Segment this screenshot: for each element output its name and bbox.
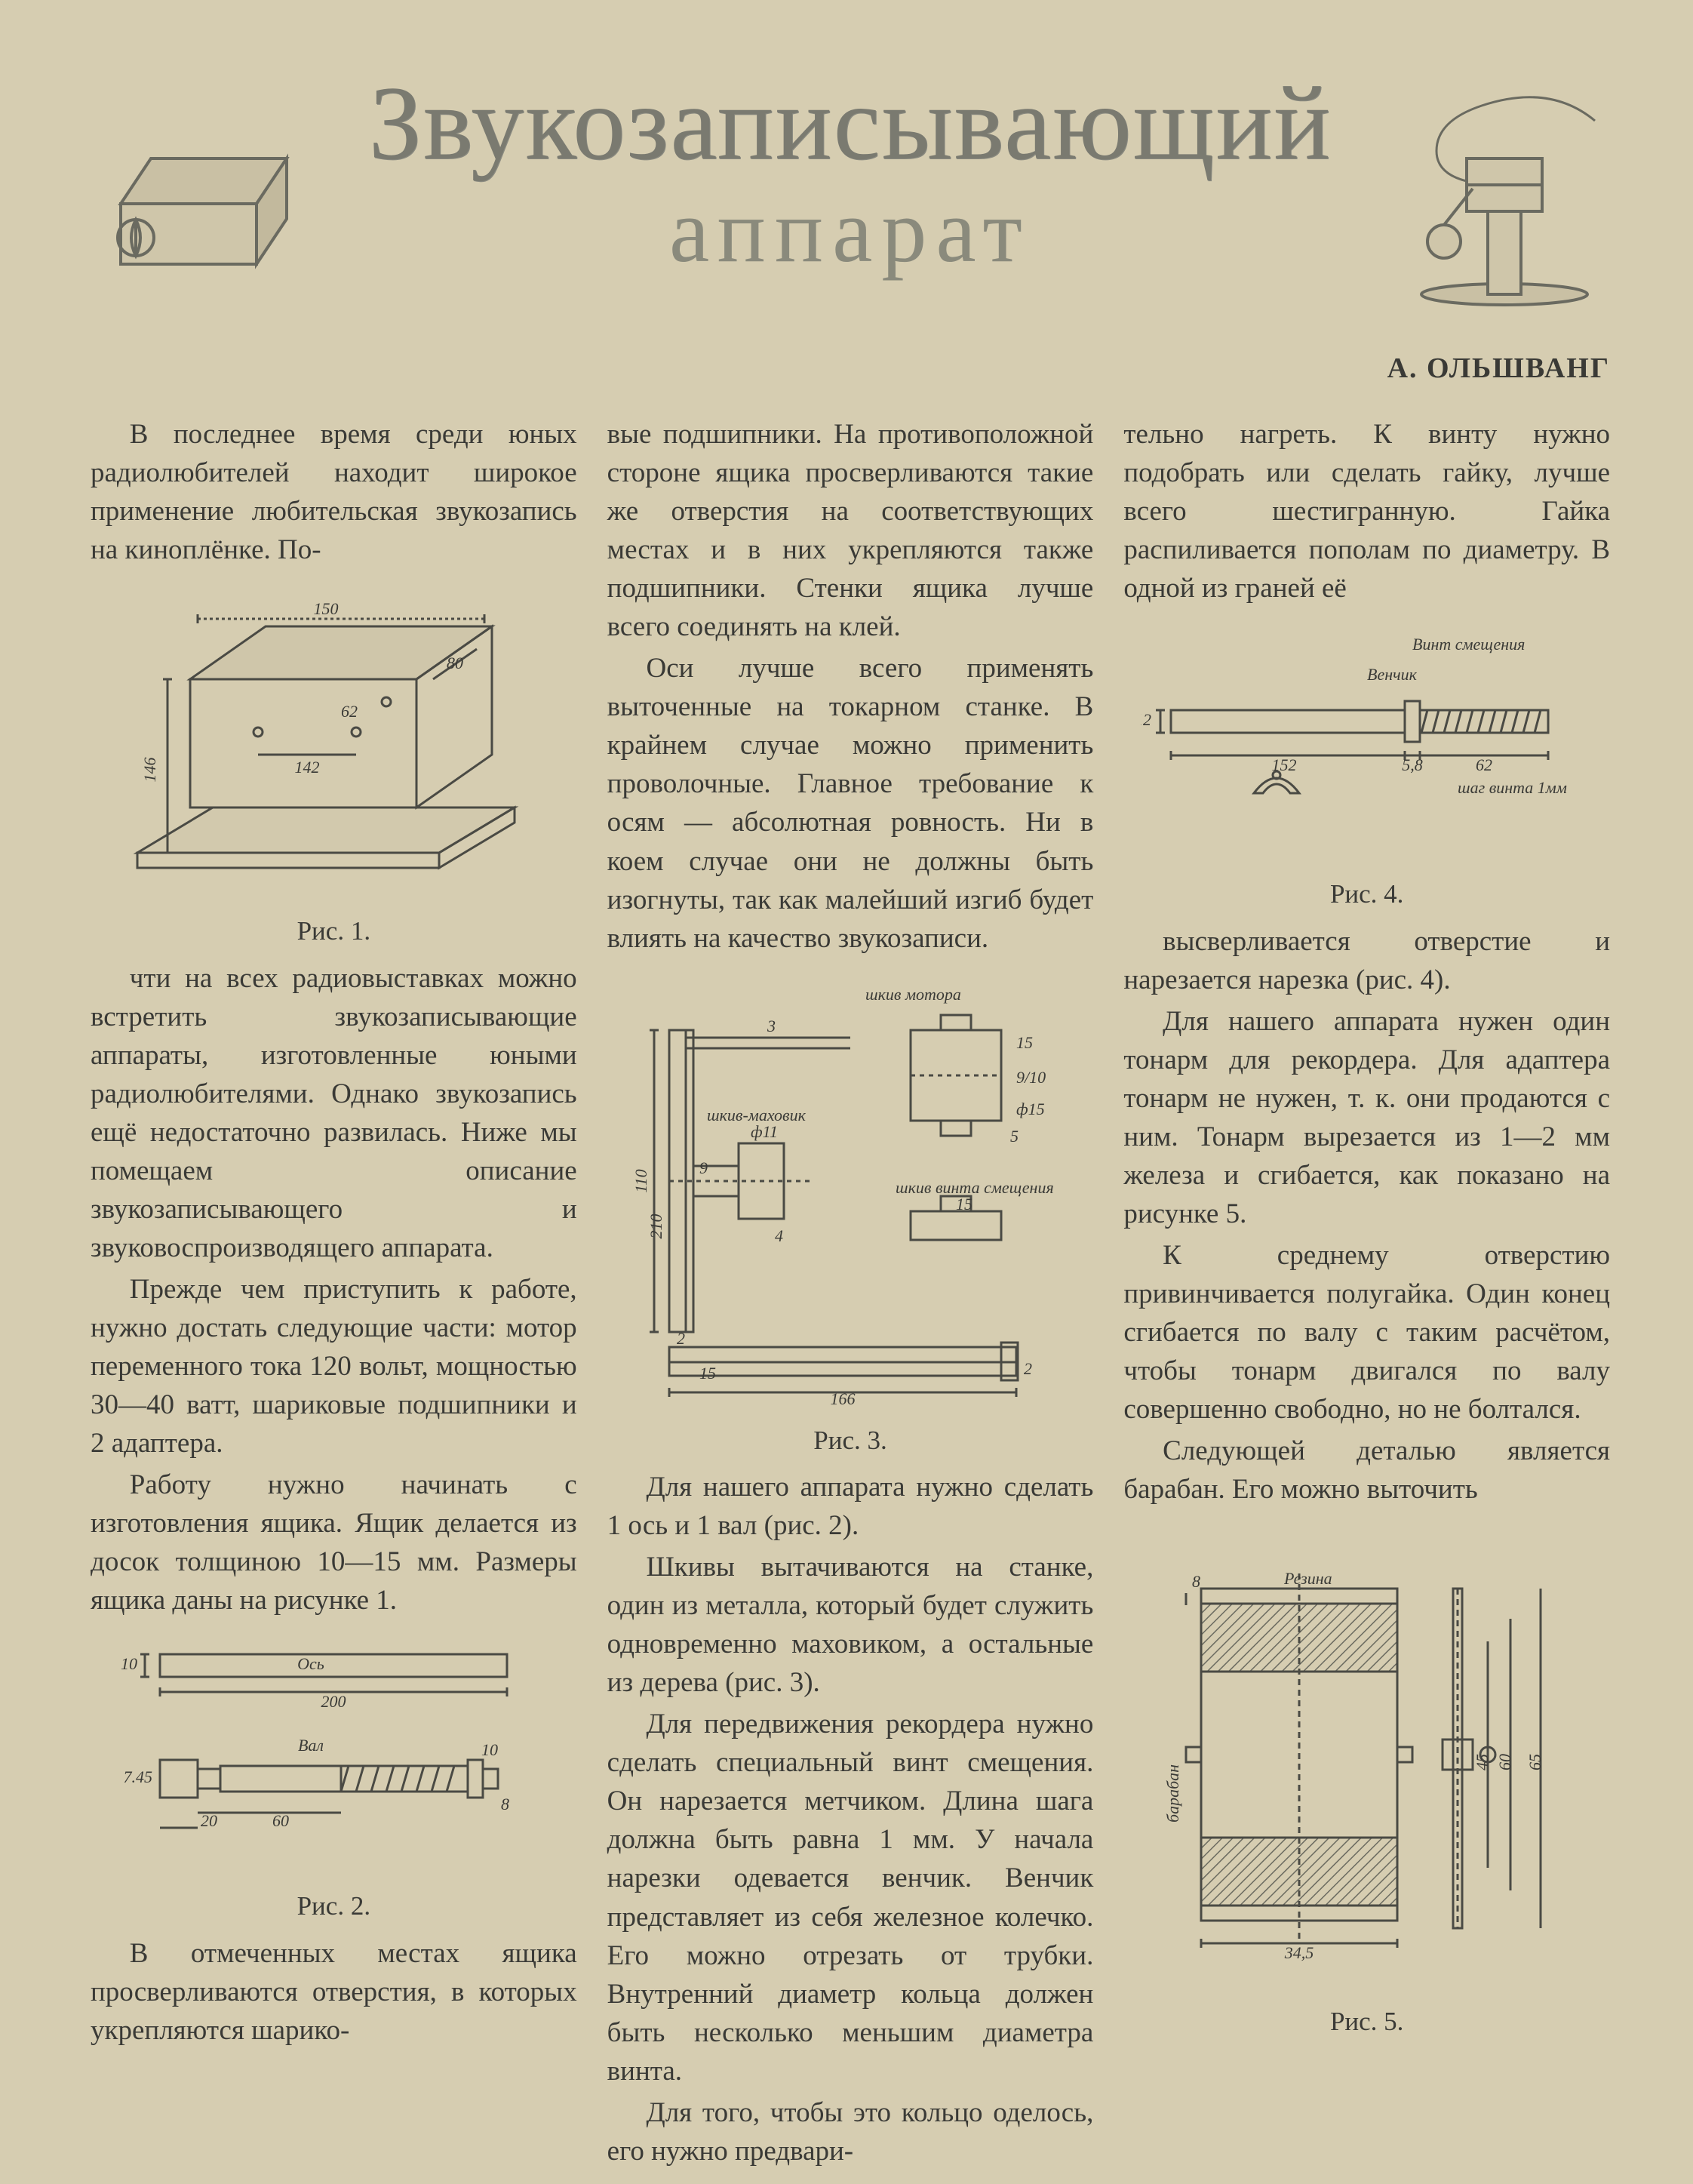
page: Звукозаписывающий аппарат А. ОЛЬШВАНГ В …: [0, 0, 1693, 2184]
figure-3: шкив мотора шкив-маховик шкив винта смещ…: [607, 970, 1094, 1459]
fig4-c: 62: [1476, 755, 1492, 774]
c1-p5: В отмеченных местах ящика просверливаютс…: [91, 1934, 577, 2050]
fig3-n2: 2: [677, 1329, 685, 1348]
fig3-svg: шкив мотора шкив-маховик шкив винта смещ…: [624, 970, 1077, 1407]
fig2-axis-dia: 10: [121, 1654, 137, 1673]
column-2: вые подшипники. На противоположной сторо…: [607, 415, 1094, 2151]
fig5-h60: 60: [1495, 1754, 1514, 1770]
fig1-dim-62: 62: [341, 702, 358, 721]
figure-5: Резина барабан 34,5 8 45 60 65 Рис. 5.: [1123, 1521, 1610, 2040]
c1-p4: Работу нужно начинать с изготовления ящи…: [91, 1466, 577, 1620]
fig5-h65: 65: [1526, 1754, 1544, 1770]
fig5-caption: Рис. 5.: [1123, 2004, 1610, 2040]
fig4-b: 5,8: [1402, 755, 1423, 774]
fig2-d: 10: [481, 1740, 498, 1759]
c3-p3: Для нашего аппарата нужен один тонарм дл…: [1123, 1002, 1610, 1233]
fig4-venchik: Венчик: [1367, 665, 1418, 684]
c2-p5: Для передвижения рекордера нужно сделать…: [607, 1705, 1094, 2090]
c3-p1: тельно нагреть. К винту нужно подобрать …: [1123, 415, 1610, 608]
fig3-166: 166: [831, 1389, 856, 1407]
c1-p2: чти на всех радиовыставках можно встрети…: [91, 959, 577, 1267]
fig2-e: 8: [501, 1795, 509, 1813]
fig1-dim-80: 80: [447, 654, 463, 672]
fig2-b: 60: [272, 1811, 289, 1830]
fig5-t: 8: [1192, 1572, 1200, 1591]
header-illustration-left: [91, 68, 332, 298]
fig3-d815: ф15: [1016, 1100, 1045, 1118]
fig5-svg: Резина барабан 34,5 8 45 60 65: [1133, 1521, 1601, 1989]
fig4-title: Винт смещения: [1412, 635, 1525, 654]
fig4-d12: ф12: [1141, 710, 1151, 729]
c1-p3: Прежде чем приступить к работе, нужно до…: [91, 1270, 577, 1463]
fig3-screw: шкив винта смещения: [896, 1178, 1054, 1197]
fig3-caption: Рис. 3.: [607, 1423, 1094, 1459]
fig1-dim-142: 142: [295, 758, 320, 777]
fig2-svg: Ось 10 200 Вал 20 60 7.45 10 8: [115, 1632, 552, 1873]
fig5-w: 34,5: [1283, 1943, 1314, 1962]
fig2-axis-label: Ось: [297, 1654, 324, 1673]
header-illustration-right: [1399, 68, 1610, 313]
fig3-n3: 3: [767, 1017, 776, 1035]
c2-p1: вые подшипники. На противоположной сторо…: [607, 415, 1094, 646]
fig1-dim-146: 146: [140, 758, 159, 783]
c3-p5: Следующей деталью является барабан. Его …: [1123, 1432, 1610, 1509]
fig5-baraban: барабан: [1163, 1764, 1182, 1823]
fig2-axis-len: 200: [321, 1692, 346, 1711]
c2-p6: Для того, чтобы это кольцо оделось, его …: [607, 2093, 1094, 2170]
column-1: В последнее время среди юных радиолюбите…: [91, 415, 577, 2151]
fig3-motor: шкив мотора: [865, 985, 961, 1004]
fig4-note: шаг винта 1мм: [1458, 778, 1567, 797]
figure-4: Винт смещения Венчик ф12 152 5,8 62 шаг …: [1123, 620, 1610, 912]
fig3-d50: 5: [1010, 1127, 1019, 1146]
figure-2: Ось 10 200 Вал 20 60 7.45 10 8 Рис. 2.: [91, 1632, 577, 1924]
c3-p4: К среднему отверстию привинчивается полу…: [1123, 1236, 1610, 1429]
fig5-h45: 45: [1473, 1754, 1492, 1770]
fig3-d11: ф11: [751, 1122, 778, 1141]
fig2-shaft-label: Вал: [298, 1736, 324, 1755]
fig2-c: 7.45: [124, 1767, 153, 1786]
column-3: тельно нагреть. К винту нужно подобрать …: [1123, 415, 1610, 2151]
figure-1: 150 146 142 80 62 Рис. 1.: [91, 581, 577, 949]
fig1-caption: Рис. 1.: [91, 913, 577, 949]
fig3-210: 210: [647, 1214, 665, 1238]
fig3-d910: 9/10: [1016, 1068, 1046, 1087]
fig3-n2b: 2: [1024, 1359, 1032, 1378]
fig4-caption: Рис. 4.: [1123, 876, 1610, 912]
recorder-box-icon: [91, 68, 332, 294]
fig2-caption: Рис. 2.: [91, 1888, 577, 1924]
body-columns: В последнее время среди юных радиолюбите…: [91, 415, 1610, 2151]
article-header: Звукозаписывающий аппарат А. ОЛЬШВАНГ: [91, 68, 1610, 385]
c2-p4: Шкивы вытачиваются на станке, один из ме…: [607, 1548, 1094, 1702]
fig3-n15: 15: [1016, 1033, 1033, 1052]
fig2-a: 20: [201, 1811, 217, 1830]
fig3-n4: 4: [775, 1226, 783, 1245]
fig4-a: 152: [1271, 755, 1296, 774]
c2-p3: Для нашего аппарата нужно сделать 1 ось …: [607, 1468, 1094, 1545]
fig3-n9: 9: [699, 1158, 708, 1177]
c1-p1: В последнее время среди юных радиолюбите…: [91, 415, 577, 569]
fig4-svg: Винт смещения Венчик ф12 152 5,8 62 шаг …: [1141, 620, 1593, 861]
fig3-n15b: 15: [699, 1364, 716, 1383]
telephone-icon: [1399, 68, 1610, 309]
fig3-n15c: 15: [956, 1195, 972, 1214]
fig5-rubber: Резина: [1283, 1569, 1332, 1588]
fig3-110: 110: [631, 1169, 650, 1192]
fig1-svg: 150 146 142 80 62: [122, 581, 545, 898]
fig1-dim-150: 150: [314, 599, 339, 618]
c3-p2: высверливается отверстие и нарезается на…: [1123, 922, 1610, 999]
author-name: А. ОЛЬШВАНГ: [1387, 352, 1610, 385]
c2-p2: Оси лучше всего применять выточенные на …: [607, 649, 1094, 957]
